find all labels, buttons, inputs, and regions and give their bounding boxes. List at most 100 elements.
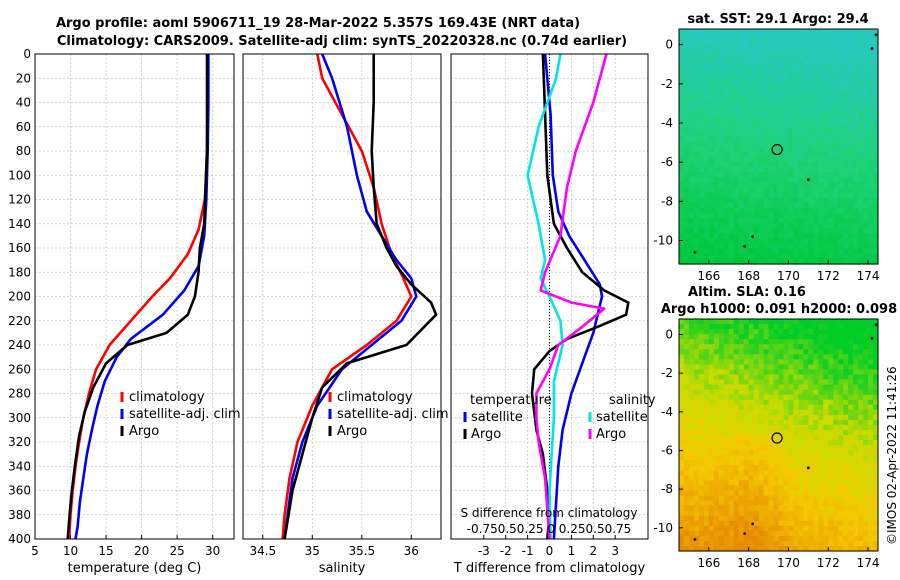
map-cell bbox=[843, 136, 849, 142]
map-cell bbox=[693, 510, 700, 517]
map-cell bbox=[863, 520, 869, 527]
map-cell bbox=[828, 131, 834, 137]
map-cell bbox=[788, 435, 795, 441]
map-cell bbox=[688, 500, 695, 507]
map-cell bbox=[728, 465, 735, 471]
map-cell bbox=[873, 419, 879, 426]
map-cell bbox=[868, 344, 874, 350]
map-cell bbox=[808, 182, 814, 188]
map-cell bbox=[788, 515, 795, 522]
map-cell bbox=[718, 485, 725, 492]
map-cell bbox=[873, 540, 879, 547]
map-cell bbox=[693, 151, 700, 158]
map-cell bbox=[753, 470, 760, 476]
map-cell bbox=[873, 404, 879, 411]
map-cell bbox=[798, 177, 804, 183]
map-cell bbox=[683, 126, 690, 132]
map-cell bbox=[808, 379, 814, 386]
map-cell bbox=[728, 39, 735, 45]
map-cell bbox=[748, 369, 755, 376]
map-cell bbox=[838, 238, 844, 245]
map-cell bbox=[848, 450, 854, 456]
map-cell bbox=[718, 480, 725, 487]
map-cell bbox=[698, 505, 705, 512]
map-cell bbox=[843, 530, 849, 537]
map-cell bbox=[703, 490, 710, 497]
map-cell bbox=[853, 525, 859, 532]
map-cell bbox=[833, 161, 839, 168]
map-cell bbox=[828, 540, 834, 547]
map-cell bbox=[723, 187, 730, 194]
map-cell bbox=[868, 404, 874, 411]
x-tick-label: 0 bbox=[546, 544, 554, 558]
map-cell bbox=[788, 233, 795, 240]
map-cell bbox=[723, 161, 730, 168]
map-cell bbox=[868, 156, 874, 163]
map-cell bbox=[843, 59, 849, 66]
map-cell bbox=[798, 156, 804, 163]
map-cell bbox=[803, 166, 809, 173]
map-cell bbox=[833, 29, 839, 35]
map-cell bbox=[713, 344, 720, 350]
map-cell bbox=[683, 74, 690, 81]
map-cell bbox=[793, 248, 799, 255]
map-cell bbox=[778, 389, 785, 396]
map-cell bbox=[813, 429, 819, 436]
map-cell bbox=[763, 233, 770, 240]
map-cell bbox=[728, 344, 735, 350]
map-cell bbox=[843, 364, 849, 371]
map-cell bbox=[708, 80, 715, 86]
coastline-speck bbox=[693, 250, 697, 254]
map-cell bbox=[738, 419, 745, 426]
map-cell bbox=[873, 354, 879, 360]
map-cell bbox=[813, 394, 819, 401]
map-cell bbox=[679, 419, 685, 426]
map-cell bbox=[693, 354, 700, 360]
map-cell bbox=[748, 535, 755, 542]
map-cell bbox=[753, 364, 760, 371]
figure-title-line1: Argo profile: aoml 5906711_19 28-Mar-202… bbox=[56, 16, 580, 31]
map-cell bbox=[808, 85, 814, 91]
map-cell bbox=[798, 80, 804, 86]
map-cell bbox=[698, 404, 705, 411]
map-cell bbox=[838, 404, 844, 411]
map-cell bbox=[803, 44, 809, 51]
map-cell bbox=[743, 349, 750, 355]
map-cell bbox=[858, 100, 864, 107]
map-cell bbox=[778, 233, 785, 240]
map-cell bbox=[763, 339, 770, 345]
map-cell bbox=[753, 399, 760, 406]
map-cell bbox=[768, 414, 775, 421]
map-cell bbox=[783, 156, 790, 163]
map-cell bbox=[768, 329, 775, 335]
map-cell bbox=[688, 131, 695, 137]
map-cell bbox=[858, 424, 864, 431]
map-cell bbox=[858, 354, 864, 360]
map-cell bbox=[683, 90, 690, 97]
map-cell bbox=[748, 228, 755, 234]
map-cell bbox=[803, 248, 809, 255]
map-cell bbox=[708, 90, 715, 97]
map-cell bbox=[728, 151, 735, 158]
map-cell bbox=[688, 379, 695, 386]
map-cell bbox=[698, 535, 705, 542]
map-cell bbox=[788, 110, 795, 117]
map-cell bbox=[708, 359, 715, 365]
map-cell bbox=[738, 379, 745, 386]
map-cell bbox=[743, 69, 750, 76]
map-cell bbox=[803, 429, 809, 436]
map-cell bbox=[838, 329, 844, 335]
map-cell bbox=[873, 74, 879, 81]
map-cell bbox=[718, 233, 725, 240]
map-cell bbox=[763, 369, 770, 376]
map-cell bbox=[818, 384, 824, 391]
map-cell bbox=[679, 197, 685, 204]
map-cell bbox=[743, 141, 750, 148]
map-cell bbox=[693, 192, 700, 199]
map-cell bbox=[743, 105, 750, 112]
map-cell bbox=[713, 156, 720, 163]
map-cell bbox=[693, 460, 700, 466]
map-cell bbox=[733, 364, 740, 371]
map-cell bbox=[868, 530, 874, 537]
map-cell bbox=[818, 349, 824, 355]
